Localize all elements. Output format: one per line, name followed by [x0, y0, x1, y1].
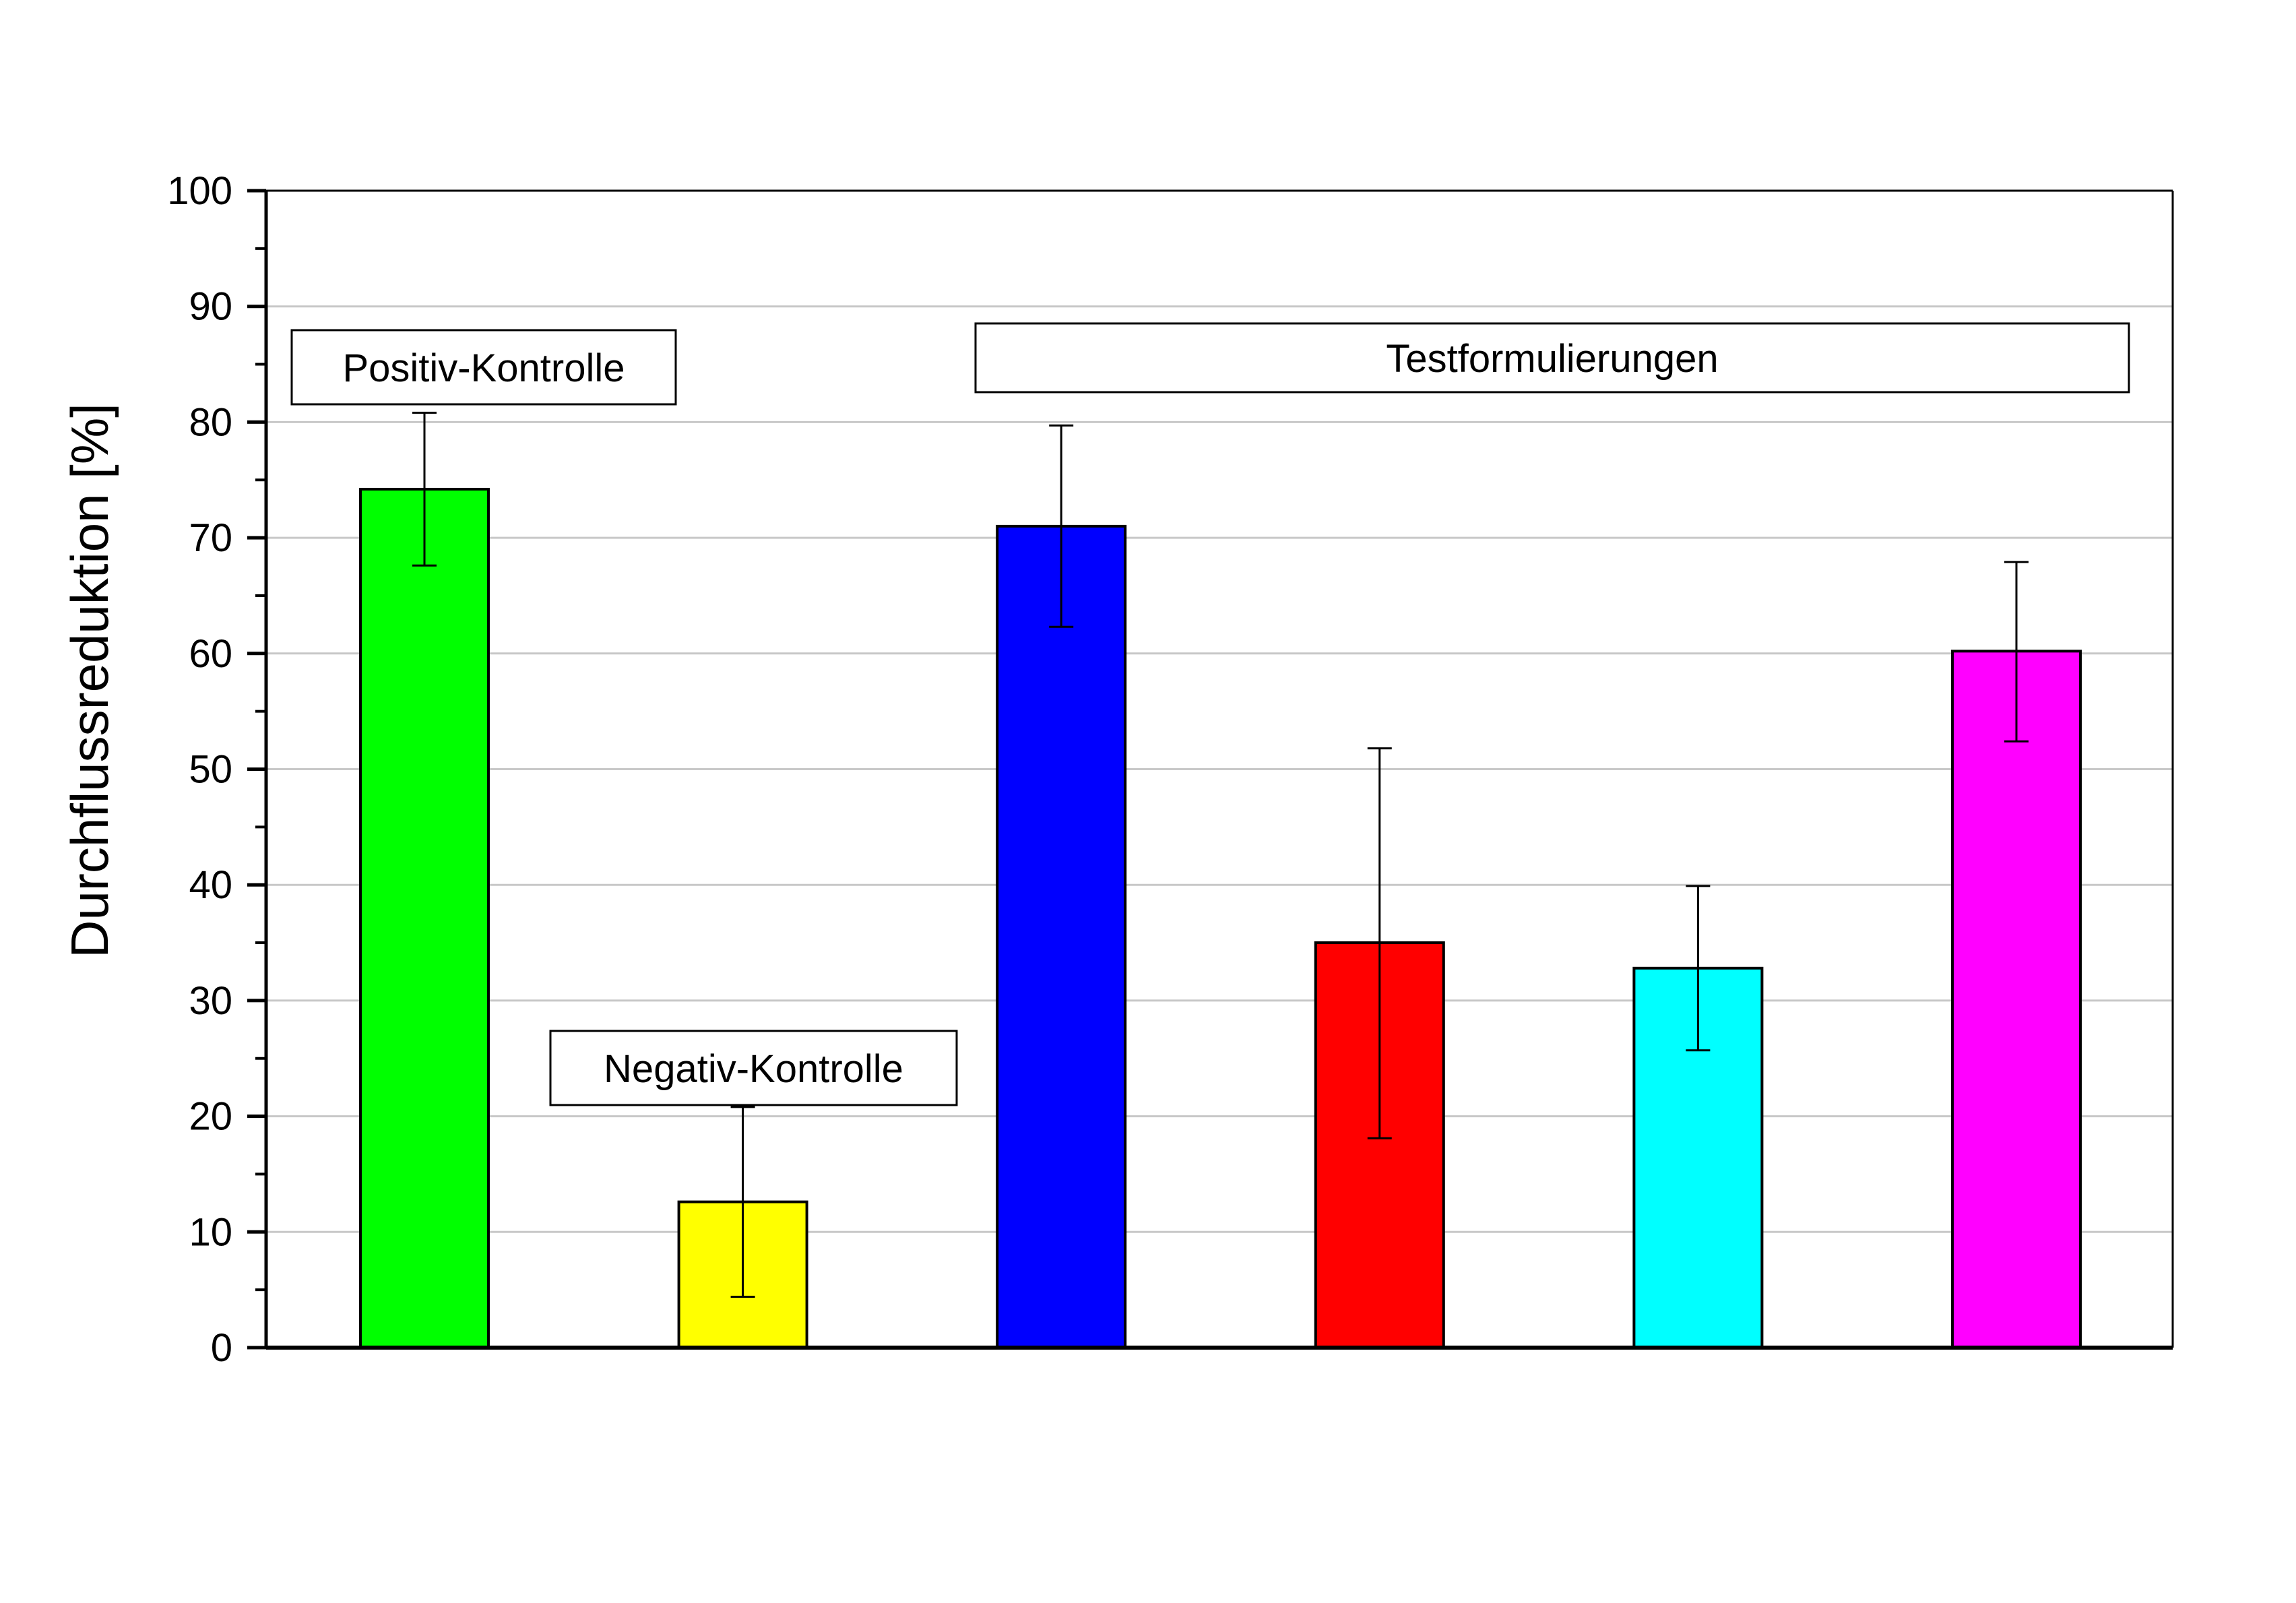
bars — [359, 487, 2082, 1350]
y-tick-label: 50 — [189, 748, 232, 792]
y-tick-label: 100 — [167, 169, 232, 213]
y-tick-label: 80 — [189, 400, 232, 444]
annotation-label: Testformulierungen — [1386, 337, 1718, 381]
error-bars — [412, 412, 2029, 1298]
annotation-label: Positiv-Kontrolle — [342, 346, 625, 390]
axes — [264, 189, 2174, 1350]
bar — [996, 524, 1127, 1349]
y-tick-label: 70 — [189, 516, 232, 560]
annotation-box — [974, 322, 2130, 394]
annotation-box — [290, 329, 677, 406]
y-axis-label: Durchflussreduktion [%] — [60, 403, 119, 958]
y-tick-label: 90 — [189, 285, 232, 329]
y-tick-label: 0 — [211, 1326, 232, 1370]
y-ticks: 0 10 20 30 40 50 60 70 80 90 100 — [167, 169, 266, 1370]
annotation-label: Negativ-Kontrolle — [604, 1047, 903, 1091]
y-tick-label: 30 — [189, 979, 232, 1023]
y-tick-label: 60 — [189, 632, 232, 676]
bar — [1951, 650, 2082, 1350]
annotation-box — [549, 1030, 958, 1106]
y-tick-label: 10 — [189, 1210, 232, 1254]
annotations: Positiv-Kontrolle Negativ-Kontrolle Testfo… — [290, 322, 2130, 1106]
grid-lines — [266, 305, 2173, 1233]
y-tick-label: 40 — [189, 863, 232, 907]
bar — [359, 487, 490, 1350]
y-tick-label: 20 — [189, 1095, 232, 1139]
